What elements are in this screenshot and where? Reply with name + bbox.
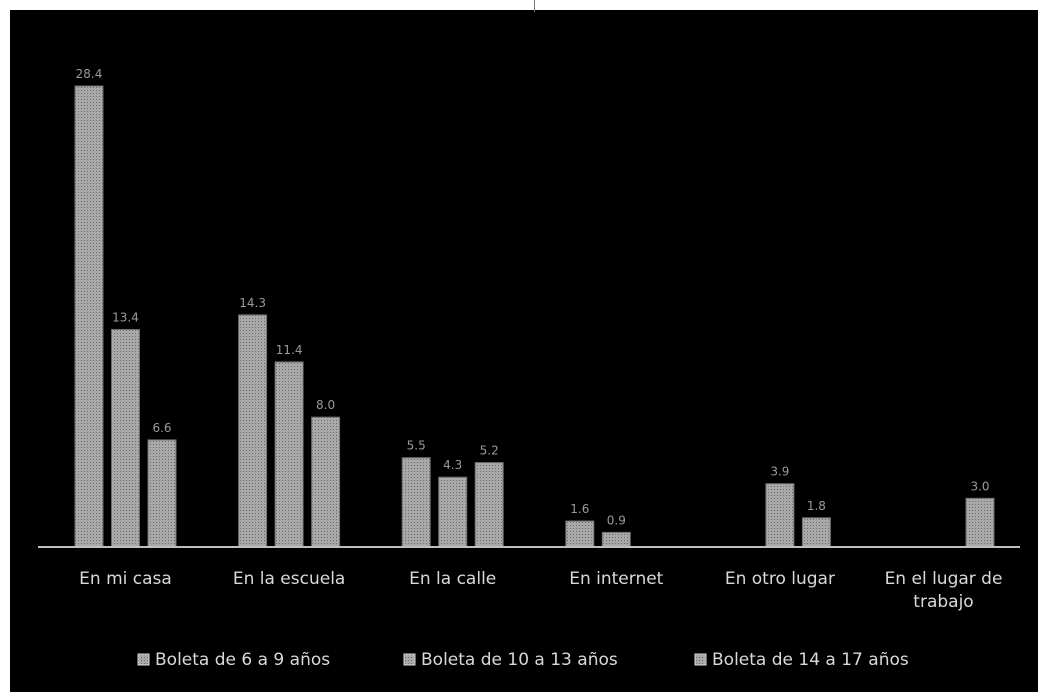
value-label-2-3: 4.3 [443, 458, 462, 472]
bar-3-2 [311, 416, 341, 548]
bar-3-1 [147, 439, 177, 548]
bar-3-6 [965, 497, 995, 548]
bar-1-4 [565, 520, 595, 548]
bar-1-1 [74, 85, 104, 548]
bar-1-3 [401, 457, 431, 548]
value-label-3-3: 5.2 [480, 444, 499, 458]
bar-2-3 [438, 476, 468, 548]
category-label-3: En la calle [409, 569, 496, 589]
legend: Boleta de 6 a 9 años Boleta de 10 a 13 añ… [137, 650, 909, 670]
legend-swatch-1 [137, 653, 150, 666]
bar-2-1 [111, 328, 140, 548]
bar-2-2 [274, 361, 304, 548]
legend-label-2: Boleta de 10 a 13 años [421, 650, 618, 670]
category-label-6: trabajo [913, 592, 973, 612]
value-label-1-1: 28.4 [76, 67, 103, 81]
value-label-3-6: 3.0 [970, 479, 989, 493]
legend-label-3: Boleta de 14 a 17 años [712, 650, 909, 670]
category-label-2: En la escuela [233, 569, 346, 589]
value-label-1-4: 1.6 [570, 502, 589, 516]
legend-swatch-3 [694, 653, 707, 666]
bar-2-4 [601, 531, 631, 548]
bar-3-5 [801, 517, 831, 548]
category-label-5: En otro lugar [725, 569, 835, 589]
category-label-1: En mi casa [79, 569, 172, 589]
value-label-2-2: 11.4 [276, 343, 303, 357]
top-divider-tick [534, 0, 535, 12]
category-label-4: En internet [569, 569, 663, 589]
value-label-1-2: 14.3 [239, 296, 266, 310]
legend-swatch-2 [403, 653, 416, 666]
category-label-6: En el lugar de [885, 569, 1003, 589]
category-labels-layer: En mi casa En la escuela En la calle En int… [79, 569, 1002, 612]
value-label-2-1: 13.4 [112, 310, 139, 324]
bar-1-2 [238, 314, 268, 548]
value-label-2-5: 3.9 [770, 465, 789, 479]
value-labels-layer: 28.4 13.4 6.6 14.3 11.4 8.0 5.5 4.3 5.2 1.6 0.9 3.9… [76, 67, 990, 527]
value-label-3-2: 8.0 [316, 398, 335, 412]
value-label-2-4: 0.9 [607, 513, 626, 527]
chart-area [10, 10, 1038, 692]
bar-2-5 [765, 483, 795, 548]
value-label-3-1: 6.6 [152, 421, 171, 435]
value-label-3-5: 1.8 [807, 499, 826, 513]
bars-layer [74, 85, 995, 548]
bar-3-3 [474, 462, 504, 548]
value-label-1-3: 5.5 [407, 439, 426, 453]
legend-label-1: Boleta de 6 a 9 años [155, 650, 330, 670]
